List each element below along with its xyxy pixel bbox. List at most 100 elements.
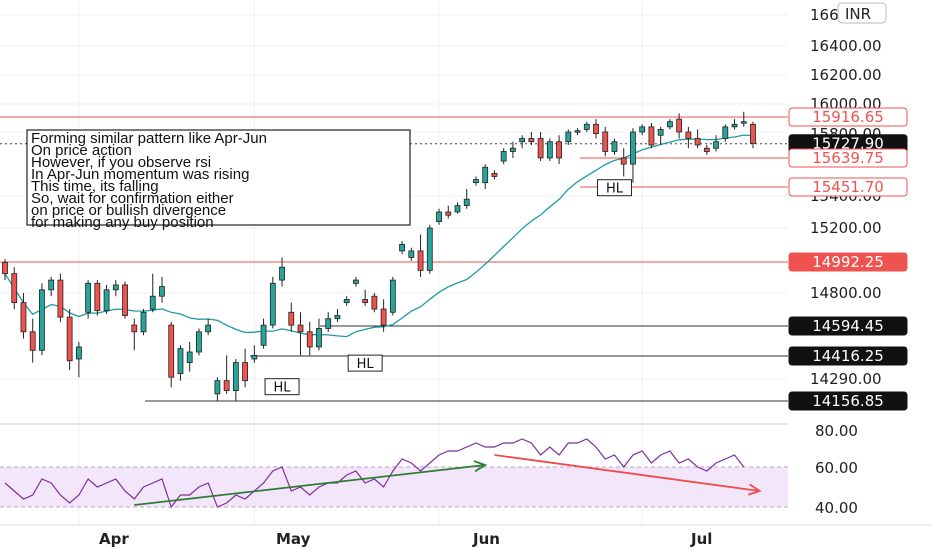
- candle-body: [2, 261, 8, 275]
- candle: [463, 189, 470, 209]
- annotation-note: Forming similar pattern like Apr-Jun On …: [26, 129, 411, 231]
- price-level-badge-text: 14992.25: [812, 253, 884, 271]
- rsi-band: [0, 467, 788, 507]
- rsi-divergence-up-arrow-shaft: [134, 464, 486, 506]
- price-level-badge-box: [788, 148, 908, 168]
- candle-body: [703, 147, 710, 152]
- candle-body: [500, 151, 507, 162]
- candle-body: [186, 351, 193, 364]
- hl-label-text: HL: [357, 357, 375, 372]
- rsi-line: [4, 438, 745, 509]
- candle: [85, 280, 92, 319]
- price-level-badge-box: [788, 346, 908, 366]
- candle-body: [750, 123, 756, 144]
- candle: [371, 293, 378, 313]
- candle: [417, 234, 424, 277]
- candle: [574, 128, 581, 136]
- candle: [694, 129, 701, 149]
- note-line: So, wait for confirmation either: [31, 190, 234, 207]
- candle: [122, 281, 128, 319]
- candle-body: [279, 266, 285, 281]
- candle-body: [436, 211, 442, 222]
- price-level-badge: 15451.70: [788, 177, 908, 197]
- candle: [731, 119, 738, 130]
- candle: [29, 318, 36, 363]
- rsi-divergence-up-arrow-head: [473, 460, 488, 473]
- note-line: This time, its falling: [31, 178, 159, 195]
- candle: [39, 283, 45, 356]
- hl-label-box: [264, 378, 300, 396]
- candle-body: [574, 130, 581, 133]
- candle-body: [611, 141, 618, 152]
- candle-body: [297, 324, 304, 333]
- note-line: However, if you observe rsi: [31, 154, 211, 171]
- candle: [611, 138, 618, 155]
- candle-body: [260, 324, 267, 346]
- candle-body: [269, 282, 276, 326]
- candle: [445, 205, 452, 219]
- candle-body: [57, 279, 64, 318]
- candle: [168, 321, 175, 388]
- price-level-badge: 14992.25: [788, 252, 908, 272]
- candle-body: [149, 295, 156, 310]
- note-line: Forming similar pattern like Apr-Jun: [31, 130, 267, 147]
- candle: [657, 126, 664, 145]
- candle-body: [11, 273, 18, 304]
- candle-body: [463, 198, 470, 206]
- price-level-badge-box: [788, 252, 908, 272]
- candle: [602, 126, 609, 157]
- candle: [269, 276, 276, 329]
- candle-body: [214, 380, 221, 395]
- candle: [260, 318, 267, 349]
- candle: [648, 122, 655, 149]
- rsi-divergence-down-arrow-head: [747, 483, 762, 496]
- price-tick-label: 15200.00: [810, 219, 882, 237]
- currency-badge[interactable]: [837, 2, 887, 24]
- rsi-divergence-up-arrow: [134, 460, 488, 506]
- candle-body: [565, 131, 572, 143]
- price-level-badge-text: 15451.70: [812, 178, 884, 196]
- rsi-axis: 80.00 60.00 40.00: [788, 420, 932, 525]
- candle: [685, 126, 692, 149]
- candle-body: [122, 284, 128, 316]
- candle: [500, 148, 507, 165]
- candle-body: [666, 121, 673, 128]
- candle: [159, 276, 165, 303]
- candle: [297, 312, 304, 356]
- candle-layer: [2, 111, 756, 401]
- candle-body: [251, 354, 258, 360]
- candle: [546, 138, 553, 162]
- rsi-tick-label: 60.00: [815, 459, 858, 477]
- candle-body: [620, 157, 627, 165]
- hl-labels: HL HL HL: [264, 179, 632, 396]
- candle-body: [66, 316, 73, 362]
- candle: [242, 348, 248, 388]
- candle: [703, 144, 710, 155]
- hl-label: HL: [264, 378, 300, 396]
- candle-body: [694, 138, 701, 146]
- candle: [639, 124, 646, 136]
- candle: [343, 296, 350, 306]
- price-level-badge-text: 15916.65: [812, 108, 884, 126]
- candle: [131, 318, 138, 351]
- candle: [48, 276, 55, 297]
- candle-body: [29, 331, 36, 351]
- candle: [537, 132, 544, 162]
- price-level-badge-box: [788, 316, 908, 336]
- candle-body: [537, 138, 544, 159]
- candle-body: [343, 299, 350, 304]
- candle-body: [39, 289, 45, 351]
- candle-body: [353, 279, 359, 284]
- hl-label-box: [347, 354, 383, 372]
- candle: [408, 247, 415, 261]
- candle: [353, 276, 359, 287]
- candle: [103, 284, 110, 314]
- price-tick-label: 16400.00: [810, 37, 882, 55]
- price-level-badge-text: 15639.75: [812, 149, 884, 167]
- candle: [362, 289, 369, 306]
- hl-label: HL: [596, 179, 632, 197]
- note-line: In Apr-Jun momentum was rising: [31, 166, 249, 183]
- candle-body: [362, 299, 369, 304]
